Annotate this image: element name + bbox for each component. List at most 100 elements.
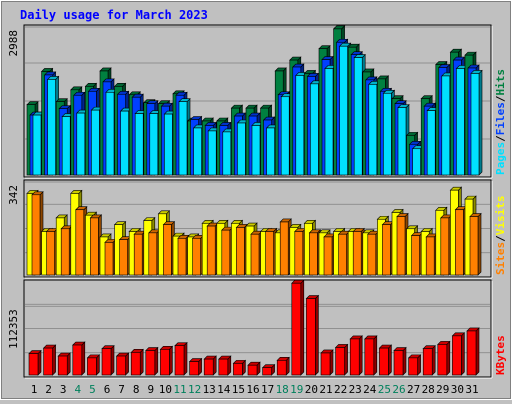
bar-kbytes-day-8 — [130, 352, 141, 376]
bar-kbytes-day-23 — [349, 338, 360, 376]
bar-pages-day-9 — [149, 113, 159, 176]
bar-kbytes-day-14 — [218, 358, 229, 376]
bar-kbytes-day-21-side — [329, 349, 334, 376]
bar-kbytes-day-27-side — [417, 354, 421, 376]
bar-kbytes-day-31-side — [475, 327, 480, 376]
bar-sites-day-13 — [206, 225, 216, 276]
bar-pages-day-31-side — [478, 69, 483, 176]
bar-pages-day-21 — [324, 68, 334, 176]
bar-sites-day-4 — [75, 209, 85, 276]
x-tick-label-day-23: 23 — [349, 383, 362, 396]
panel-kbytes-ymax-label: 112353 — [7, 309, 20, 349]
bar-kbytes-day-2 — [43, 347, 53, 376]
legend-separator: / — [494, 235, 507, 242]
bar-pages-day-15 — [237, 122, 246, 176]
bar-kbytes-day-18 — [276, 360, 287, 376]
panel-visits-legend: Sites/Visits — [494, 196, 507, 276]
bar-kbytes-day-13 — [203, 358, 214, 376]
panel-visits-ymax-label: 342 — [7, 185, 20, 205]
x-tick-label-day-6: 6 — [104, 383, 111, 396]
x-tick-label-day-22: 22 — [334, 383, 347, 396]
bar-kbytes-day-19-side — [300, 279, 305, 376]
bar-kbytes-day-27 — [408, 357, 418, 376]
bar-pages-day-3 — [61, 116, 71, 176]
bar-kbytes-day-29-side — [446, 340, 451, 376]
bar-kbytes-day-9-side — [154, 346, 159, 376]
bar-kbytes-day-19 — [291, 282, 302, 376]
legend-kbytes: KBytes — [494, 335, 507, 375]
x-tick-label-day-16: 16 — [246, 383, 259, 396]
bar-pages-day-2 — [47, 79, 56, 176]
bar-sites-day-16 — [250, 233, 260, 276]
bar-kbytes-day-30-side — [461, 332, 465, 376]
bar-pages-day-14 — [222, 131, 232, 176]
bar-kbytes-day-8-side — [139, 348, 144, 376]
bar-pages-day-28 — [426, 110, 436, 176]
x-tick-label-day-29: 29 — [436, 383, 449, 396]
bar-sites-day-14 — [221, 229, 231, 276]
x-tick-label-day-25: 25 — [378, 383, 391, 396]
bar-pages-day-6 — [105, 91, 115, 176]
bar-pages-day-19 — [295, 75, 305, 176]
bar-kbytes-day-25-side — [388, 344, 392, 376]
x-tick-label-day-17: 17 — [261, 383, 274, 396]
bar-kbytes-day-11-side — [183, 341, 188, 376]
bar-kbytes-day-6 — [101, 348, 112, 376]
bar-kbytes-day-15 — [233, 363, 243, 376]
panel-visits: 342 Sites/Visits — [7, 179, 507, 279]
bar-kbytes-day-17 — [262, 367, 272, 376]
x-tick-label-day-7: 7 — [118, 383, 125, 396]
bar-pages-day-13 — [207, 130, 217, 176]
bar-kbytes-day-5 — [87, 357, 97, 376]
bar-pages-day-4 — [76, 112, 86, 176]
bar-sites-day-15 — [236, 227, 245, 276]
bar-kbytes-day-12 — [189, 361, 199, 376]
bar-sites-day-26 — [396, 216, 406, 276]
x-tick-label-day-12: 12 — [188, 383, 201, 396]
x-tick-label-day-3: 3 — [60, 383, 67, 396]
bar-kbytes-day-3-side — [66, 352, 71, 376]
x-tick-label-day-19: 19 — [290, 383, 303, 396]
x-tick-label-day-13: 13 — [203, 383, 216, 396]
bar-pages-day-10 — [164, 113, 173, 176]
bar-pages-day-12 — [193, 127, 202, 176]
bar-sites-day-20 — [309, 232, 318, 276]
bar-sites-day-29 — [440, 217, 450, 276]
bar-kbytes-day-24-side — [373, 335, 378, 376]
bar-kbytes-day-3 — [57, 355, 68, 376]
bar-kbytes-day-2-side — [52, 344, 56, 376]
bar-kbytes-day-22-side — [344, 343, 348, 376]
bar-kbytes-day-7 — [116, 355, 126, 376]
legend-separator: / — [494, 135, 507, 142]
bar-kbytes-day-4-side — [81, 341, 86, 376]
bar-pages-day-25 — [383, 92, 392, 176]
bar-pages-day-24 — [368, 84, 378, 176]
x-tick-label-day-27: 27 — [407, 383, 420, 396]
bar-sites-day-24 — [367, 233, 377, 276]
bar-sites-day-8 — [133, 233, 143, 276]
x-tick-label-day-28: 28 — [422, 383, 435, 396]
legend-files: Files — [494, 102, 507, 135]
bar-pages-day-30 — [456, 68, 465, 176]
x-tick-label-day-11: 11 — [173, 383, 186, 396]
bar-kbytes-day-7-side — [125, 352, 129, 376]
bar-sites-day-12 — [192, 237, 201, 276]
bar-pages-day-5 — [91, 109, 100, 176]
x-tick-label-day-21: 21 — [319, 383, 332, 396]
bar-sites-day-7 — [119, 239, 128, 276]
x-axis-labels: 1 2 3 4 5 6 7 8 9 10 11 12 13 14 15 16 17 18 19 20 21 22 23 24 2… — [31, 383, 479, 396]
bar-kbytes-day-25 — [379, 347, 389, 376]
bar-kbytes-day-4 — [72, 344, 83, 376]
bar-kbytes-day-10 — [160, 349, 170, 376]
bar-sites-day-9 — [148, 232, 158, 276]
bar-sites-day-11 — [177, 237, 187, 276]
x-tick-label-day-4: 4 — [74, 383, 81, 396]
bar-kbytes-day-1-side — [37, 349, 42, 376]
bar-sites-day-30 — [455, 209, 464, 276]
bar-sites-day-6 — [104, 242, 114, 276]
bar-kbytes-day-9 — [145, 350, 156, 376]
legend-sites: Sites — [494, 242, 507, 275]
